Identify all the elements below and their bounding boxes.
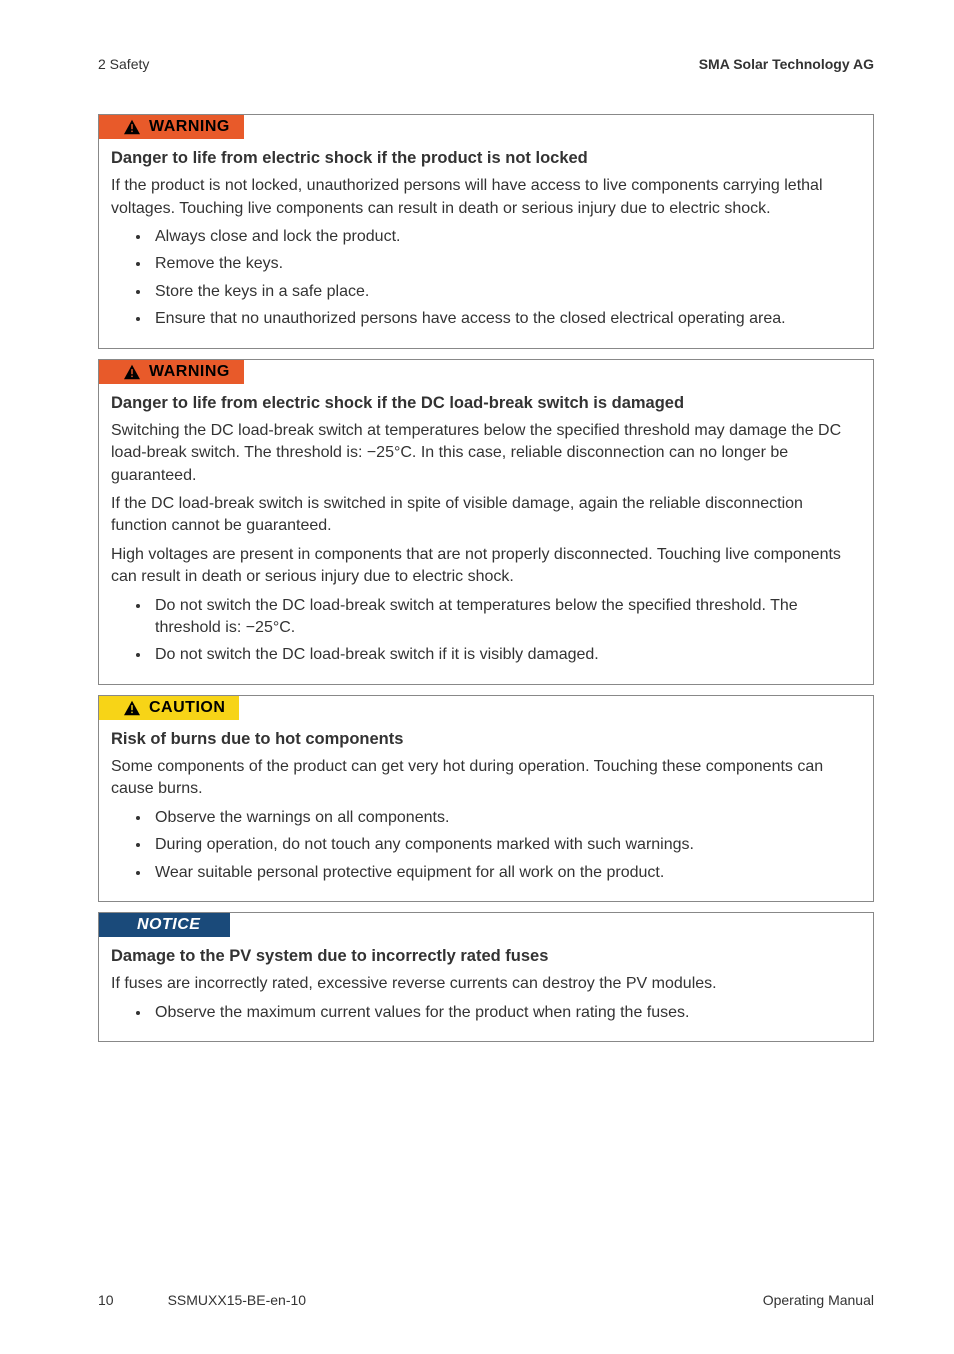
warning-triangle-icon bbox=[123, 700, 141, 716]
box-paragraph: If the product is not locked, unauthoriz… bbox=[111, 175, 861, 220]
label-stub bbox=[99, 360, 113, 384]
warning-label: WARNING bbox=[113, 360, 244, 384]
page-header: 2 Safety SMA Solar Technology AG bbox=[98, 56, 874, 72]
caution-label-text: CAUTION bbox=[149, 699, 225, 717]
box-body: Danger to life from electric shock if th… bbox=[99, 392, 873, 674]
box-list: Do not switch the DC load-break switch a… bbox=[111, 595, 861, 667]
box-paragraph: If fuses are incorrectly rated, excessiv… bbox=[111, 973, 861, 995]
footer-page-number: 10 bbox=[98, 1292, 114, 1308]
list-item: Observe the warnings on all components. bbox=[151, 807, 861, 829]
notice-label: NOTICE bbox=[113, 913, 230, 937]
label-bar: WARNING bbox=[99, 115, 873, 139]
box-list: Always close and lock the product. Remov… bbox=[111, 226, 861, 331]
list-item: Do not switch the DC load-break switch i… bbox=[151, 644, 861, 666]
box-title: Danger to life from electric shock if th… bbox=[111, 392, 861, 414]
list-item: During operation, do not touch any compo… bbox=[151, 834, 861, 856]
box-title: Damage to the PV system due to incorrect… bbox=[111, 945, 861, 967]
page: 2 Safety SMA Solar Technology AG WARNING… bbox=[0, 0, 954, 1354]
box-paragraph: Some components of the product can get v… bbox=[111, 756, 861, 801]
list-item: Wear suitable personal protective equipm… bbox=[151, 862, 861, 884]
box-title: Danger to life from electric shock if th… bbox=[111, 147, 861, 169]
list-item: Do not switch the DC load-break switch a… bbox=[151, 595, 861, 640]
warning-label: WARNING bbox=[113, 115, 244, 139]
caution-box: CAUTION Risk of burns due to hot compone… bbox=[98, 695, 874, 902]
box-list: Observe the warnings on all components. … bbox=[111, 807, 861, 884]
header-company: SMA Solar Technology AG bbox=[699, 56, 874, 72]
caution-label: CAUTION bbox=[113, 696, 239, 720]
label-bar: NOTICE bbox=[99, 913, 873, 937]
header-section: 2 Safety bbox=[98, 56, 149, 72]
notice-box: NOTICE Damage to the PV system due to in… bbox=[98, 912, 874, 1042]
warning-label-text: WARNING bbox=[149, 363, 230, 381]
box-paragraph: Switching the DC load-break switch at te… bbox=[111, 420, 861, 487]
list-item: Ensure that no unauthorized persons have… bbox=[151, 308, 861, 330]
notice-label-text: NOTICE bbox=[137, 916, 200, 934]
warning-triangle-icon bbox=[123, 364, 141, 380]
box-title: Risk of burns due to hot components bbox=[111, 728, 861, 750]
label-stub bbox=[99, 913, 113, 937]
warning-triangle-icon bbox=[123, 119, 141, 135]
list-item: Always close and lock the product. bbox=[151, 226, 861, 248]
label-stub bbox=[99, 115, 113, 139]
warning-label-text: WARNING bbox=[149, 118, 230, 136]
warning-box-2: WARNING Danger to life from electric sho… bbox=[98, 359, 874, 685]
label-bar: CAUTION bbox=[99, 696, 873, 720]
label-stub bbox=[99, 696, 113, 720]
box-body: Risk of burns due to hot components Some… bbox=[99, 728, 873, 891]
footer-doc-id: SSMUXX15-BE-en-10 bbox=[168, 1292, 307, 1308]
box-body: Danger to life from electric shock if th… bbox=[99, 147, 873, 338]
warning-box-1: WARNING Danger to life from electric sho… bbox=[98, 114, 874, 349]
box-body: Damage to the PV system due to incorrect… bbox=[99, 945, 873, 1031]
footer-left: 10 SSMUXX15-BE-en-10 bbox=[98, 1292, 306, 1308]
box-paragraph: High voltages are present in components … bbox=[111, 544, 861, 589]
label-bar: WARNING bbox=[99, 360, 873, 384]
list-item: Observe the maximum current values for t… bbox=[151, 1002, 861, 1024]
page-footer: 10 SSMUXX15-BE-en-10 Operating Manual bbox=[98, 1292, 874, 1308]
footer-manual-type: Operating Manual bbox=[763, 1292, 874, 1308]
list-item: Remove the keys. bbox=[151, 253, 861, 275]
list-item: Store the keys in a safe place. bbox=[151, 281, 861, 303]
box-paragraph: If the DC load-break switch is switched … bbox=[111, 493, 861, 538]
box-list: Observe the maximum current values for t… bbox=[111, 1002, 861, 1024]
